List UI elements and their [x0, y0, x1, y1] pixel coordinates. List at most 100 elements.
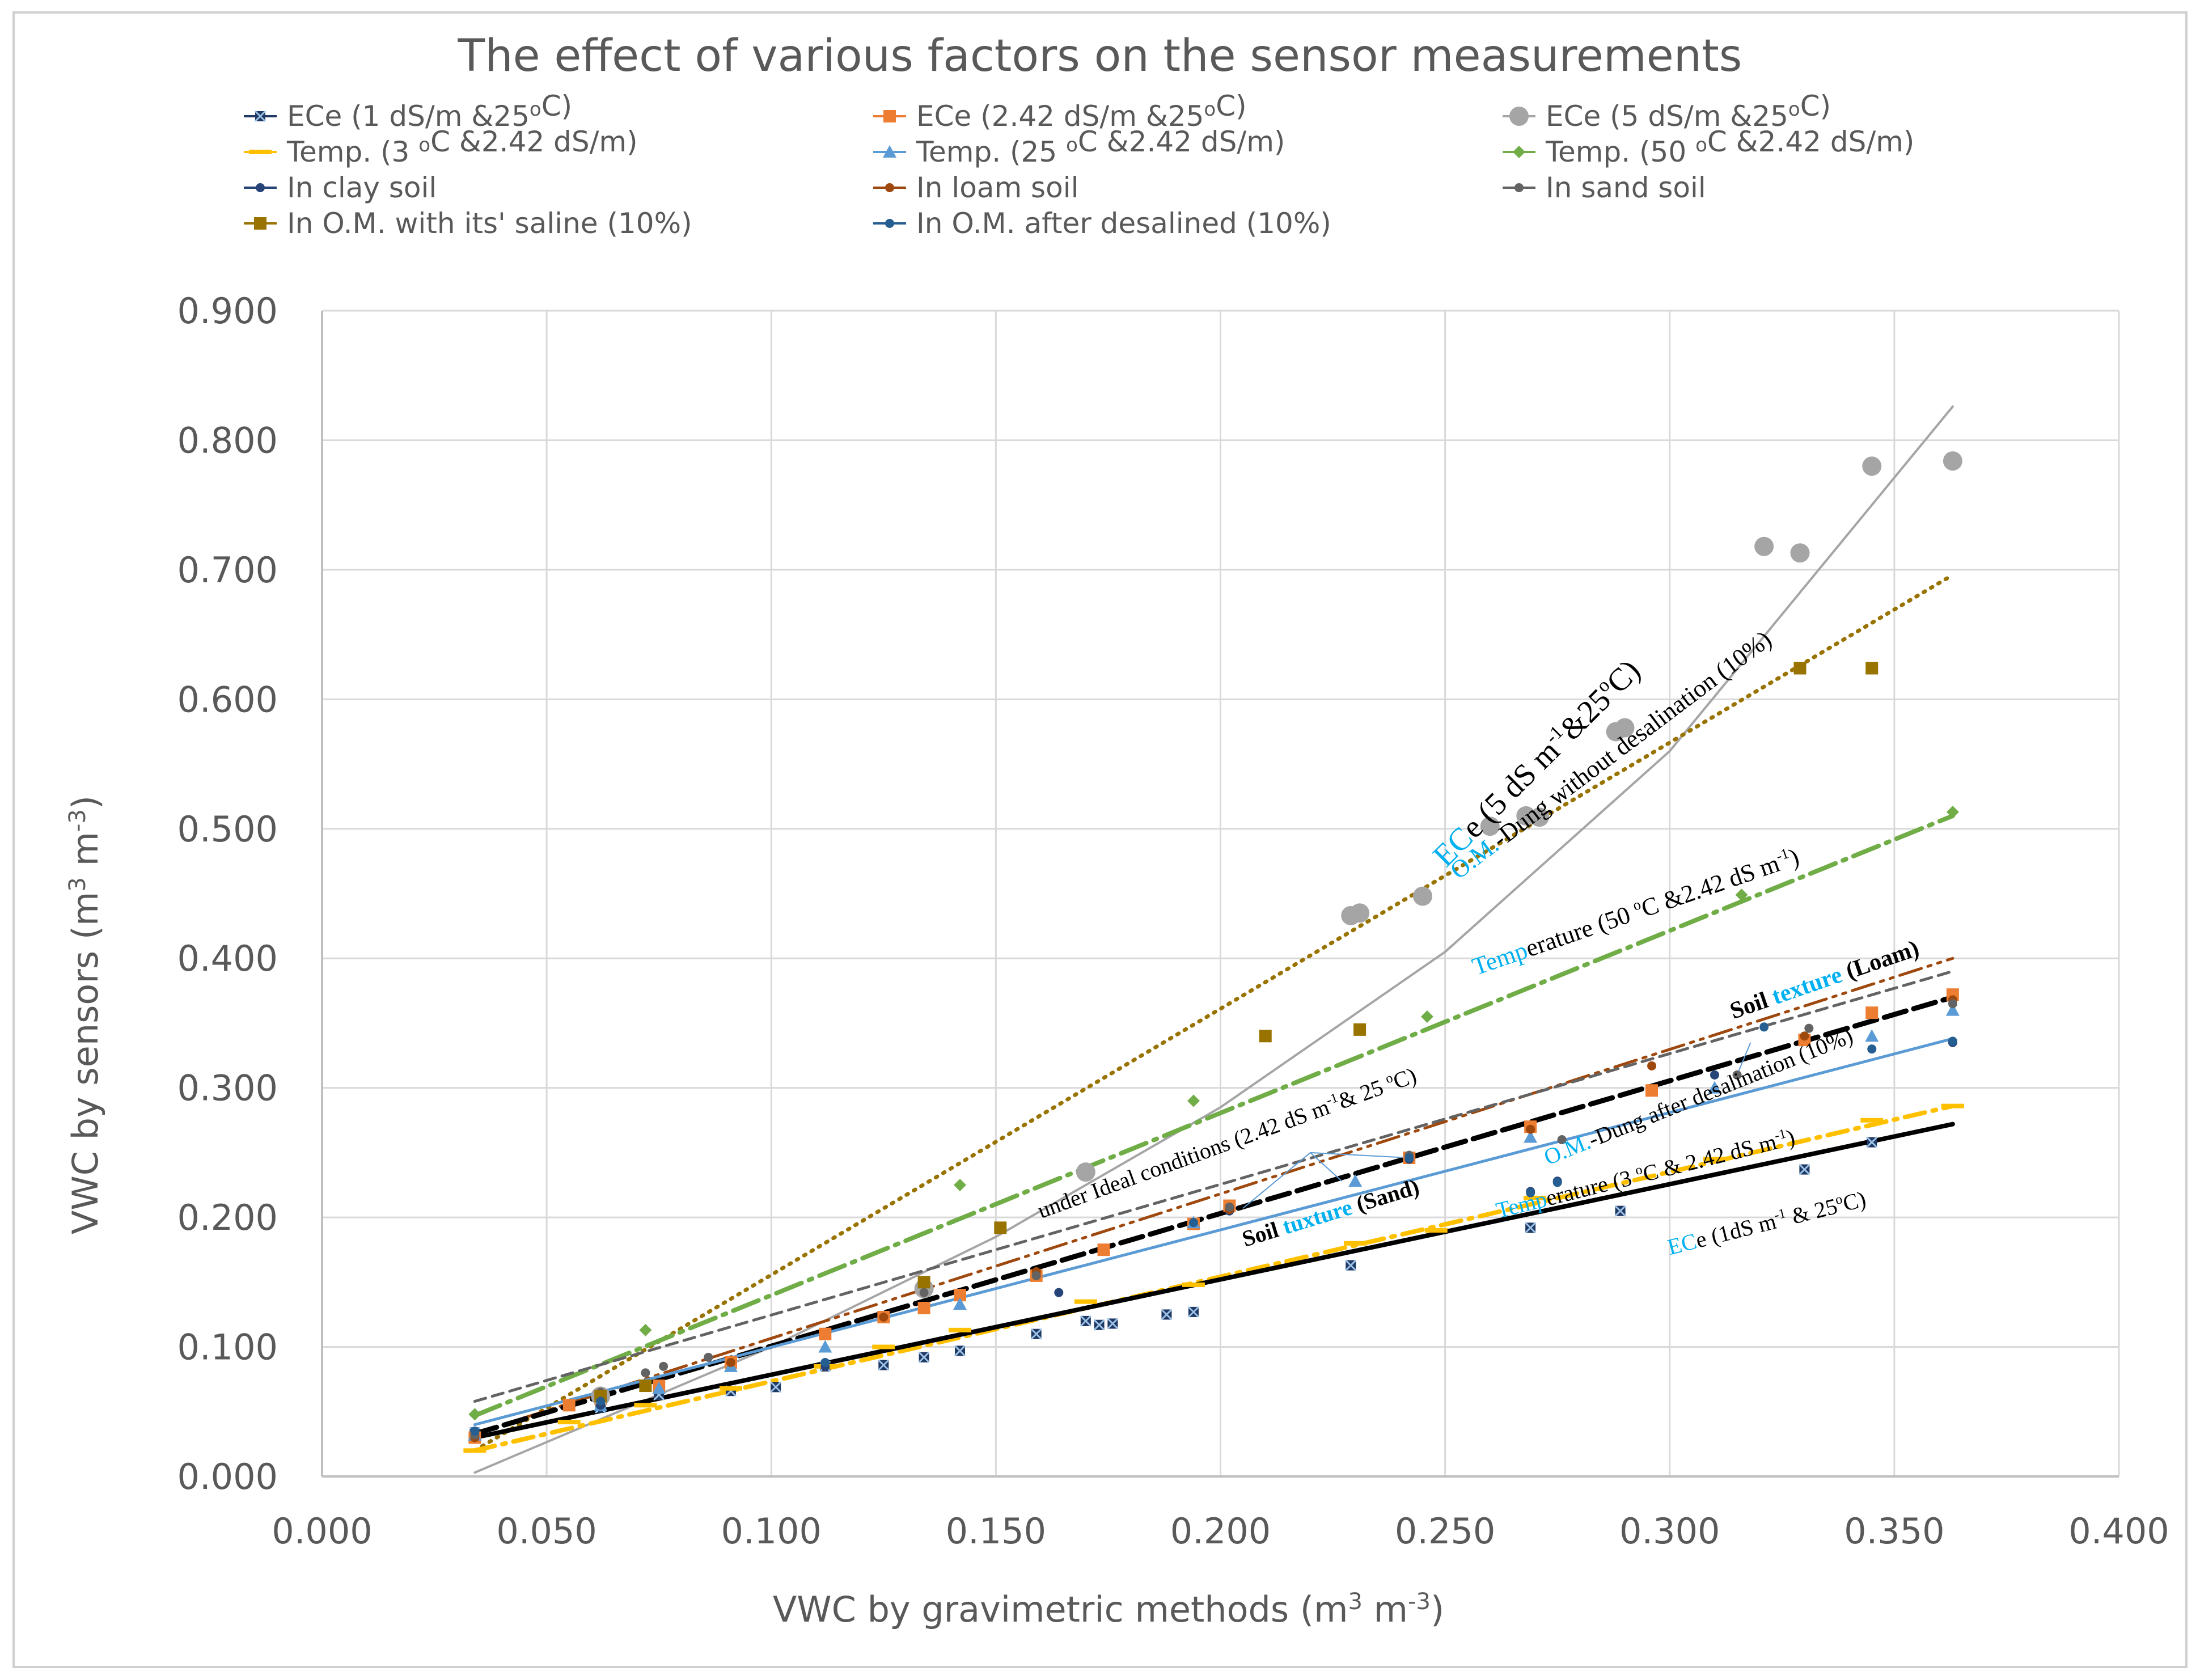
- marker-cross: [770, 1381, 782, 1393]
- marker-cross: [1187, 1306, 1200, 1318]
- data-point-loam: [1647, 1061, 1657, 1070]
- data-point-omsal: [1793, 662, 1806, 675]
- data-point-omdes: [820, 1357, 830, 1367]
- data-point-ece1: [1187, 1306, 1200, 1318]
- data-point-ece5: [1615, 718, 1635, 738]
- legend-label: ECe (1 dS/m &25oC): [287, 90, 572, 133]
- x-tick-label: 0.400: [2068, 1510, 2169, 1552]
- data-point-omdes: [1188, 1218, 1198, 1228]
- x-tick-label: 0.150: [946, 1510, 1047, 1552]
- data-point-ece5: [1943, 451, 1962, 471]
- legend-label: In sand soil: [1546, 171, 1706, 204]
- marker-cross: [1866, 1136, 1878, 1148]
- data-point-t3: [872, 1344, 895, 1349]
- data-point-t25: [1707, 1081, 1721, 1094]
- series-ece1: [469, 1136, 1878, 1438]
- data-point-omdes: [1526, 1188, 1535, 1197]
- y-tick-label: 0.800: [177, 420, 278, 461]
- data-point-ece1: [1161, 1309, 1173, 1321]
- data-point-omdes: [470, 1427, 480, 1436]
- marker-cross: [878, 1359, 890, 1371]
- callout-leader-line: [1736, 1042, 1751, 1076]
- trendline-tr-omsal: [472, 573, 1955, 1453]
- data-point-ece1: [770, 1381, 782, 1393]
- data-point-sand: [1557, 1135, 1567, 1145]
- data-point-omsal: [1353, 1023, 1366, 1036]
- data-point-ece1: [918, 1351, 930, 1363]
- data-point-ece5: [1076, 1162, 1095, 1182]
- x-tick-label: 0.350: [1844, 1510, 1945, 1552]
- marker-cross: [954, 1345, 966, 1357]
- data-point-sand: [1732, 1070, 1742, 1080]
- data-point-omsal: [1865, 662, 1879, 675]
- data-point-ece1: [1107, 1318, 1119, 1330]
- legend-swatch-marker: [249, 150, 272, 154]
- data-point-ece1: [878, 1359, 890, 1371]
- data-point-loam: [1526, 1124, 1535, 1134]
- marker-cross: [1107, 1318, 1119, 1330]
- data-point-ece5: [1480, 816, 1500, 836]
- legend-swatch-marker: [1514, 183, 1524, 192]
- data-point-t25: [652, 1381, 666, 1394]
- legend-label: Temp. (25 oC &2.42 dS/m): [916, 125, 1285, 168]
- trendline-tr-t3: [472, 1103, 1955, 1453]
- data-point-sand: [919, 1288, 929, 1297]
- data-point-sand: [659, 1361, 669, 1371]
- data-point-ece1: [1799, 1163, 1810, 1175]
- data-point-loam: [1800, 1031, 1809, 1041]
- legend: ECe (1 dS/m &25oC) ECe (2.42 dS/m &25oC) E…: [244, 90, 1914, 240]
- trendline-tr-omdes: [473, 1037, 1954, 1427]
- data-point-t25: [818, 1340, 832, 1353]
- legend-label: In O.M. with its' saline (10%): [287, 207, 692, 240]
- legend-entry-t50: Temp. (50 oC &2.42 dS/m): [1503, 125, 1914, 168]
- data-point-t50: [1946, 806, 1959, 819]
- data-point-t3: [1860, 1118, 1884, 1123]
- data-point-ece1: [1093, 1319, 1105, 1331]
- data-point-omdes: [596, 1397, 606, 1406]
- data-point-t25: [1945, 1003, 1960, 1016]
- data-point-ece242: [917, 1302, 930, 1315]
- data-point-t50: [639, 1323, 652, 1336]
- data-point-ece242: [1097, 1243, 1110, 1256]
- callout-leader-line: [1310, 1152, 1410, 1159]
- data-point-t3: [948, 1327, 971, 1332]
- series-omsal: [594, 662, 1879, 1403]
- legend-swatch-marker: [254, 217, 266, 230]
- callout-leader-line: [1310, 1152, 1343, 1182]
- data-point-ece5: [1529, 807, 1549, 827]
- legend-entry-loam: In loam soil: [873, 171, 1078, 204]
- data-point-loam: [726, 1357, 735, 1367]
- legend-label: ECe (5 dS/m &25oC): [1546, 90, 1831, 133]
- y-tick-label: 0.100: [177, 1327, 278, 1368]
- series-omdes: [470, 1022, 1957, 1436]
- data-point-ece1: [1525, 1222, 1537, 1234]
- x-tick-label: 0.100: [721, 1510, 822, 1552]
- y-tick-label: 0.200: [177, 1197, 278, 1238]
- trendline-tr-sand: [473, 970, 1954, 1403]
- data-point-ece242: [562, 1399, 576, 1412]
- legend-swatch-marker: [1513, 146, 1525, 158]
- data-point-t3: [1182, 1282, 1205, 1287]
- data-point-loam: [879, 1313, 889, 1322]
- data-point-sand: [704, 1352, 713, 1362]
- marker-cross: [1093, 1319, 1105, 1331]
- data-point-clay: [1710, 1070, 1719, 1080]
- data-point-t3: [719, 1386, 742, 1391]
- data-point-t3: [1074, 1299, 1097, 1304]
- marker-cross: [1161, 1309, 1173, 1321]
- y-tick-label: 0.900: [177, 290, 278, 332]
- data-point-omdes: [1759, 1022, 1769, 1032]
- data-point-ece242: [819, 1327, 832, 1340]
- x-tick-label: 0.200: [1170, 1510, 1271, 1552]
- marker-cross: [1030, 1328, 1042, 1340]
- data-point-ece5: [1862, 456, 1882, 476]
- y-tick-label: 0.500: [177, 809, 278, 850]
- legend-label: ECe (2.42 dS/m &25oC): [916, 90, 1247, 133]
- legend-entry-omdes: In O.M. after desalined (10%): [873, 207, 1331, 240]
- trendline-tr-loam: [473, 957, 1954, 1436]
- data-point-t3: [1524, 1195, 1547, 1200]
- data-point-t3: [1703, 1157, 1726, 1162]
- marker-cross: [1799, 1163, 1810, 1175]
